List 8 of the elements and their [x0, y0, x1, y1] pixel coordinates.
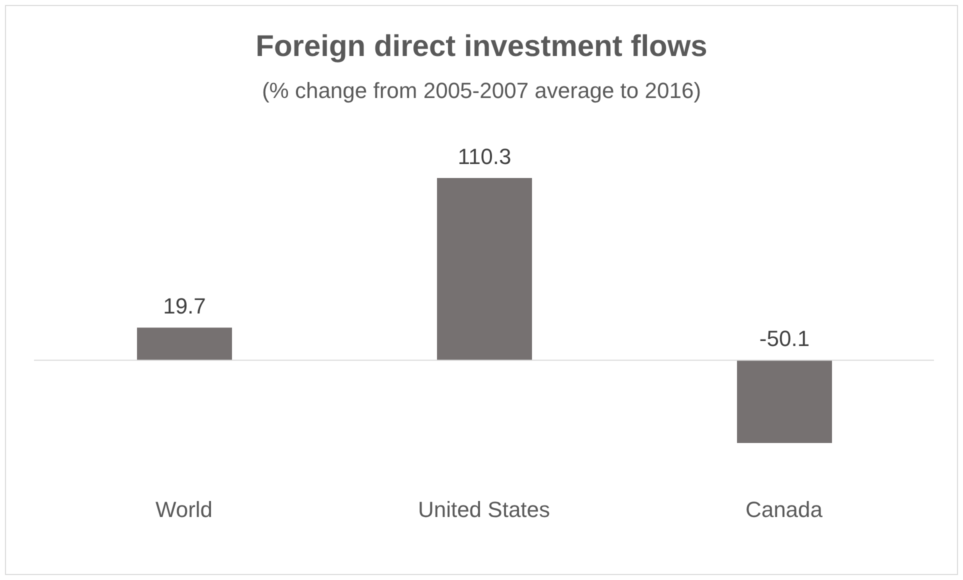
data-label: 110.3	[458, 144, 512, 169]
x-tick-label: United States	[418, 496, 550, 522]
chart-title: Foreign direct investment flows	[254, 30, 708, 64]
chart-subtitle: (% change from 2005-2007 average to 2016)	[260, 78, 702, 104]
x-tick-label: Canada	[745, 496, 824, 522]
data-label: 19.7	[163, 294, 206, 319]
data-label: -50.1	[759, 326, 810, 352]
x-tick-label: World	[155, 496, 213, 522]
